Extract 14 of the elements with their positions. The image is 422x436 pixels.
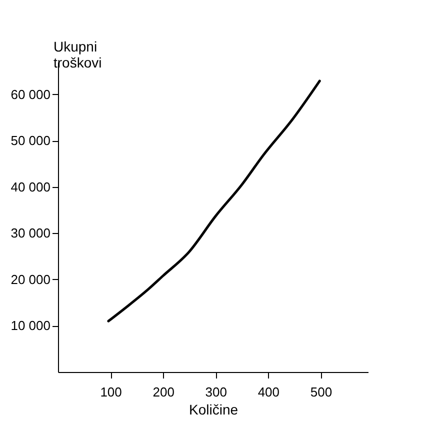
line-series (107, 80, 321, 322)
x-tick-label: 100 (100, 384, 122, 400)
x-tick-label: 200 (152, 384, 174, 400)
x-tick-label: 400 (258, 384, 280, 400)
y-tick-label: 20 000 (10, 272, 50, 287)
x-axis-title: Količine (188, 402, 238, 418)
y-tick-label: 10 000 (10, 318, 50, 334)
x-tick-label: 300 (205, 384, 227, 400)
y-axis-title: Ukupni troškovi (54, 38, 102, 70)
x-tick-label: 500 (310, 384, 332, 400)
y-tick-label: 40 000 (10, 179, 50, 194)
y-tick-label: 50 000 (10, 133, 50, 148)
y-tick-label: 60 000 (10, 86, 50, 102)
y-tick-label: 30 000 (10, 226, 50, 241)
